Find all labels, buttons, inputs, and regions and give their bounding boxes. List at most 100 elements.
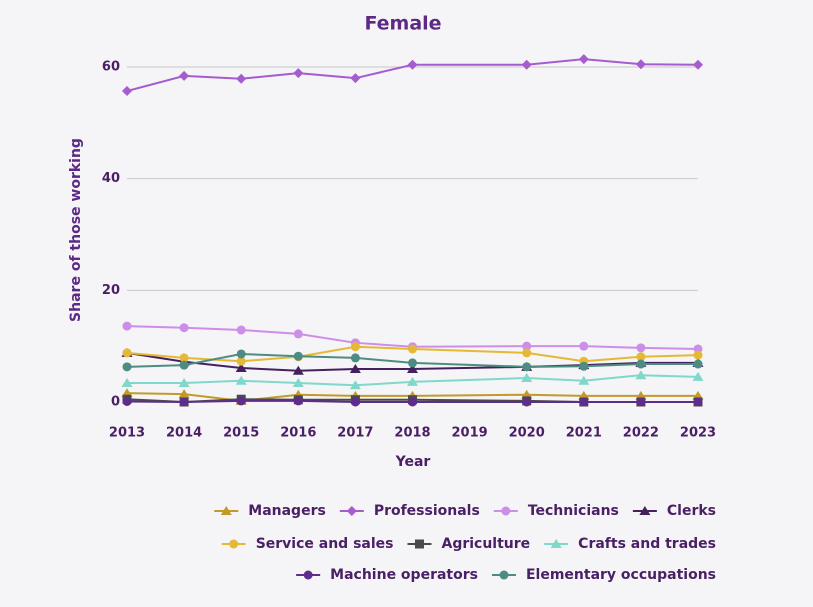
series-line xyxy=(126,58,699,92)
marker xyxy=(579,397,589,407)
marker xyxy=(636,343,646,353)
marker xyxy=(693,397,703,407)
marker xyxy=(293,396,303,406)
marker xyxy=(236,73,247,84)
marker xyxy=(121,378,133,388)
x-tick-label: 2021 xyxy=(566,426,602,441)
legend-label: Clerks xyxy=(667,503,716,519)
legend-marker xyxy=(229,539,239,549)
marker xyxy=(522,341,532,351)
marker xyxy=(122,348,132,358)
marker xyxy=(350,73,361,84)
marker xyxy=(179,70,190,81)
marker xyxy=(578,375,590,385)
marker xyxy=(408,397,417,407)
marker xyxy=(179,360,189,370)
legend-marker xyxy=(346,506,357,516)
marker xyxy=(693,59,703,70)
marker xyxy=(293,329,303,339)
marker xyxy=(693,350,703,360)
legend-marker xyxy=(303,570,313,580)
legend-label: Service and sales xyxy=(256,536,394,552)
legend-marker xyxy=(639,506,651,515)
y-tick-label: 0 xyxy=(111,395,120,410)
marker xyxy=(179,323,189,333)
marker xyxy=(122,396,132,406)
marker xyxy=(236,349,246,359)
marker xyxy=(407,364,418,374)
marker xyxy=(122,362,132,372)
legend-marker xyxy=(501,506,511,516)
legend-label: Crafts and trades xyxy=(578,536,716,552)
y-tick-label: 40 xyxy=(102,171,120,186)
legend-label: Agriculture xyxy=(441,536,530,552)
marker xyxy=(578,54,589,65)
marker xyxy=(692,371,704,381)
marker xyxy=(635,59,646,70)
legend-marker xyxy=(550,539,562,548)
chart-title: Female xyxy=(364,13,441,35)
marker xyxy=(178,389,190,399)
marker xyxy=(522,397,532,407)
legend-label: Technicians xyxy=(528,503,619,519)
marker xyxy=(408,344,417,354)
marker xyxy=(636,359,646,369)
legend-marker xyxy=(414,539,424,549)
x-axis-label: Year xyxy=(395,454,431,470)
marker xyxy=(522,362,532,372)
legend-label: Managers xyxy=(248,503,326,519)
series-line xyxy=(126,352,698,368)
x-tick-label: 2022 xyxy=(623,426,659,441)
x-tick-label: 2020 xyxy=(509,426,545,441)
marker xyxy=(521,59,532,70)
marker xyxy=(236,396,246,406)
x-tick-label: 2019 xyxy=(452,426,488,441)
x-tick-label: 2016 xyxy=(280,426,316,441)
x-tick-label: 2023 xyxy=(680,426,716,441)
y-tick-label: 60 xyxy=(102,60,120,75)
y-axis-label: Share of those working xyxy=(68,138,84,322)
marker xyxy=(122,86,132,97)
series-line xyxy=(127,374,699,387)
x-tick-label: 2015 xyxy=(223,426,259,441)
marker xyxy=(407,376,418,386)
marker xyxy=(636,397,646,407)
marker xyxy=(579,361,589,371)
series-line xyxy=(126,392,698,402)
legend-label: Elementary occupations xyxy=(526,567,716,583)
marker xyxy=(235,375,247,385)
marker xyxy=(408,358,417,368)
marker xyxy=(179,397,189,407)
marker xyxy=(179,353,189,363)
marker xyxy=(635,370,647,380)
marker xyxy=(521,372,533,382)
x-tick-label: 2013 xyxy=(109,426,145,441)
y-tick-label: 20 xyxy=(102,283,120,298)
legend-marker xyxy=(220,506,232,515)
x-tick-label: 2018 xyxy=(394,426,430,441)
legend-label: Machine operators xyxy=(330,567,478,583)
marker xyxy=(350,353,360,363)
marker xyxy=(178,378,190,388)
marker xyxy=(407,59,418,70)
marker xyxy=(236,325,246,335)
marker xyxy=(235,362,247,372)
marker xyxy=(350,397,360,407)
marker xyxy=(236,356,246,366)
marker xyxy=(122,321,132,331)
x-tick-label: 2014 xyxy=(166,426,202,441)
marker xyxy=(293,68,304,79)
marker xyxy=(522,348,532,358)
marker xyxy=(579,341,589,351)
series-line xyxy=(126,399,698,404)
legend-marker xyxy=(499,570,509,580)
marker xyxy=(636,352,646,362)
legend-label: Professionals xyxy=(374,503,480,519)
x-tick-label: 2017 xyxy=(337,426,373,441)
marker xyxy=(693,359,703,369)
series-line xyxy=(126,351,698,372)
marker xyxy=(292,378,304,388)
marker xyxy=(350,342,360,352)
